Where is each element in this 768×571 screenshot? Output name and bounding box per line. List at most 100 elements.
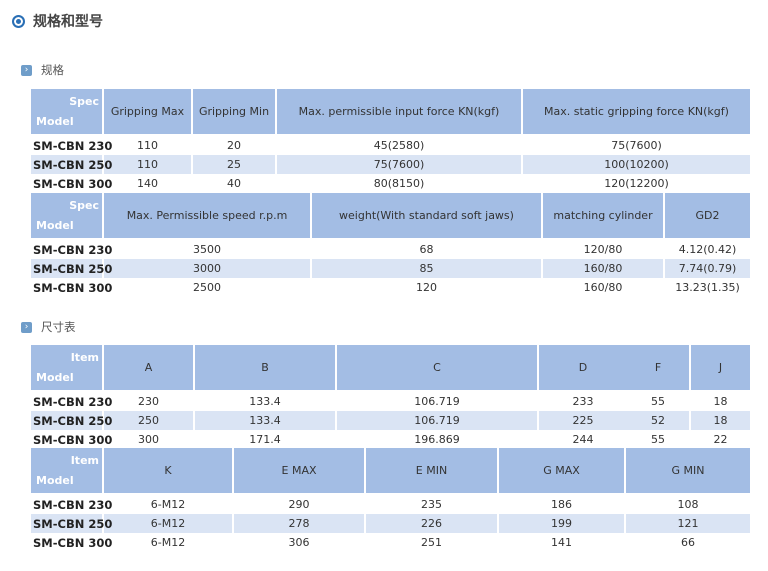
table-row: SM-CBN 230 3500 68 120/80 4.12(0.42) bbox=[31, 239, 752, 259]
value-cell: 18 bbox=[689, 411, 752, 430]
header-row: Spec Model Max. Permissible speed r.p.m wei… bbox=[31, 193, 752, 240]
column-header: D bbox=[537, 345, 627, 392]
value-cell: 196.869 bbox=[335, 430, 539, 449]
model-cell: SM-CBN 250 bbox=[31, 155, 112, 174]
value-cell: 251 bbox=[364, 533, 499, 552]
spec-table-1: Spec Model Gripping Max Gripping Min Max. pe… bbox=[31, 89, 752, 193]
value-cell: 75(7600) bbox=[275, 155, 523, 174]
value-cell: 121 bbox=[624, 514, 752, 533]
value-cell: 22 bbox=[689, 430, 752, 449]
value-cell: 110 bbox=[102, 135, 193, 155]
model-cell: SM-CBN 300 bbox=[31, 430, 112, 449]
value-cell: 6-M12 bbox=[102, 514, 234, 533]
header-row: Spec Model Gripping Max Gripping Min Max. pe… bbox=[31, 89, 752, 136]
corner-cell: Spec Model bbox=[31, 193, 104, 240]
table-row: SM-CBN 250 6-M12 278 226 199 121 bbox=[31, 514, 752, 533]
value-cell: 4.12(0.42) bbox=[663, 239, 752, 259]
value-cell: 225 bbox=[537, 411, 627, 430]
corner-cell: Item Model bbox=[31, 448, 104, 495]
value-cell: 68 bbox=[310, 239, 543, 259]
value-cell: 120/80 bbox=[541, 239, 665, 259]
column-header: Max. Permissible speed r.p.m bbox=[102, 193, 312, 240]
column-header: Gripping Max bbox=[102, 89, 193, 136]
corner-label: Item bbox=[70, 454, 99, 467]
column-header: F bbox=[627, 345, 691, 392]
spec-table-2: Spec Model Max. Permissible speed r.p.m wei… bbox=[31, 193, 752, 297]
column-header: B bbox=[193, 345, 337, 392]
section-dimensions: › 尺寸表 bbox=[21, 319, 76, 335]
value-cell: 6-M12 bbox=[102, 533, 234, 552]
corner-model-label: Model bbox=[36, 219, 74, 232]
value-cell: 160/80 bbox=[541, 259, 665, 278]
table-row: SM-CBN 300 140 40 80(8150) 120(12200) bbox=[31, 174, 752, 193]
value-cell: 55 bbox=[627, 391, 691, 411]
value-cell: 199 bbox=[497, 514, 626, 533]
value-cell: 45(2580) bbox=[275, 135, 523, 155]
column-header: G MIN bbox=[624, 448, 752, 495]
corner-label: Spec bbox=[69, 95, 99, 108]
value-cell: 110 bbox=[102, 155, 193, 174]
dimension-table-2: Item Model K E MAX E MIN G MAX G MIN SM-CBN 230… bbox=[31, 448, 752, 552]
value-cell: 141 bbox=[497, 533, 626, 552]
value-cell: 120(12200) bbox=[521, 174, 752, 193]
value-cell: 133.4 bbox=[193, 391, 337, 411]
value-cell: 160/80 bbox=[541, 278, 665, 297]
section-label: 规格 bbox=[41, 63, 64, 77]
corner-label: Item bbox=[70, 351, 99, 364]
value-cell: 226 bbox=[364, 514, 499, 533]
value-cell: 140 bbox=[102, 174, 193, 193]
column-header: K bbox=[102, 448, 234, 495]
value-cell: 133.4 bbox=[193, 411, 337, 430]
model-cell: SM-CBN 250 bbox=[31, 514, 112, 533]
value-cell: 80(8150) bbox=[275, 174, 523, 193]
corner-cell: Item Model bbox=[31, 345, 104, 392]
column-header: E MIN bbox=[364, 448, 499, 495]
column-header: weight(With standard soft jaws) bbox=[310, 193, 543, 240]
column-header: GD2 bbox=[663, 193, 752, 240]
value-cell: 300 bbox=[102, 430, 195, 449]
value-cell: 106.719 bbox=[335, 391, 539, 411]
value-cell: 106.719 bbox=[335, 411, 539, 430]
column-header: Max. static gripping force KN(kgf) bbox=[521, 89, 752, 136]
section-spec: › 规格 bbox=[21, 62, 64, 78]
model-cell: SM-CBN 300 bbox=[31, 278, 112, 297]
table-row: SM-CBN 300 2500 120 160/80 13.23(1.35) bbox=[31, 278, 752, 297]
table-row: SM-CBN 250 3000 85 160/80 7.74(0.79) bbox=[31, 259, 752, 278]
value-cell: 171.4 bbox=[193, 430, 337, 449]
value-cell: 13.23(1.35) bbox=[663, 278, 752, 297]
value-cell: 18 bbox=[689, 391, 752, 411]
value-cell: 85 bbox=[310, 259, 543, 278]
table-row: SM-CBN 230 110 20 45(2580) 75(7600) bbox=[31, 135, 752, 155]
column-header: J bbox=[689, 345, 752, 392]
column-header: Max. permissible input force KN(kgf) bbox=[275, 89, 523, 136]
table-row: SM-CBN 250 110 25 75(7600) 100(10200) bbox=[31, 155, 752, 174]
value-cell: 52 bbox=[627, 411, 691, 430]
column-header: C bbox=[335, 345, 539, 392]
value-cell: 306 bbox=[232, 533, 366, 552]
value-cell: 20 bbox=[191, 135, 277, 155]
model-cell: SM-CBN 230 bbox=[31, 391, 112, 411]
model-cell: SM-CBN 230 bbox=[31, 239, 112, 259]
value-cell: 278 bbox=[232, 514, 366, 533]
chevron-right-icon: › bbox=[21, 321, 32, 333]
circle-bullet-icon bbox=[12, 14, 25, 28]
table-row: SM-CBN 300 6-M12 306 251 141 66 bbox=[31, 533, 752, 552]
page-title: 规格和型号 bbox=[12, 11, 103, 31]
column-header: matching cylinder bbox=[541, 193, 665, 240]
column-header: Gripping Min bbox=[191, 89, 277, 136]
column-header: G MAX bbox=[497, 448, 626, 495]
value-cell: 100(10200) bbox=[521, 155, 752, 174]
model-cell: SM-CBN 230 bbox=[31, 135, 112, 155]
value-cell: 40 bbox=[191, 174, 277, 193]
corner-model-label: Model bbox=[36, 115, 74, 128]
value-cell: 250 bbox=[102, 411, 195, 430]
value-cell: 6-M12 bbox=[102, 494, 234, 514]
table-row: SM-CBN 300 300 171.4 196.869 244 55 22 bbox=[31, 430, 752, 449]
model-cell: SM-CBN 300 bbox=[31, 174, 112, 193]
chevron-right-icon: › bbox=[21, 64, 32, 76]
corner-label: Spec bbox=[69, 199, 99, 212]
header-row: Item Model K E MAX E MIN G MAX G MIN bbox=[31, 448, 752, 495]
column-header: E MAX bbox=[232, 448, 366, 495]
value-cell: 3000 bbox=[102, 259, 312, 278]
model-cell: SM-CBN 300 bbox=[31, 533, 112, 552]
